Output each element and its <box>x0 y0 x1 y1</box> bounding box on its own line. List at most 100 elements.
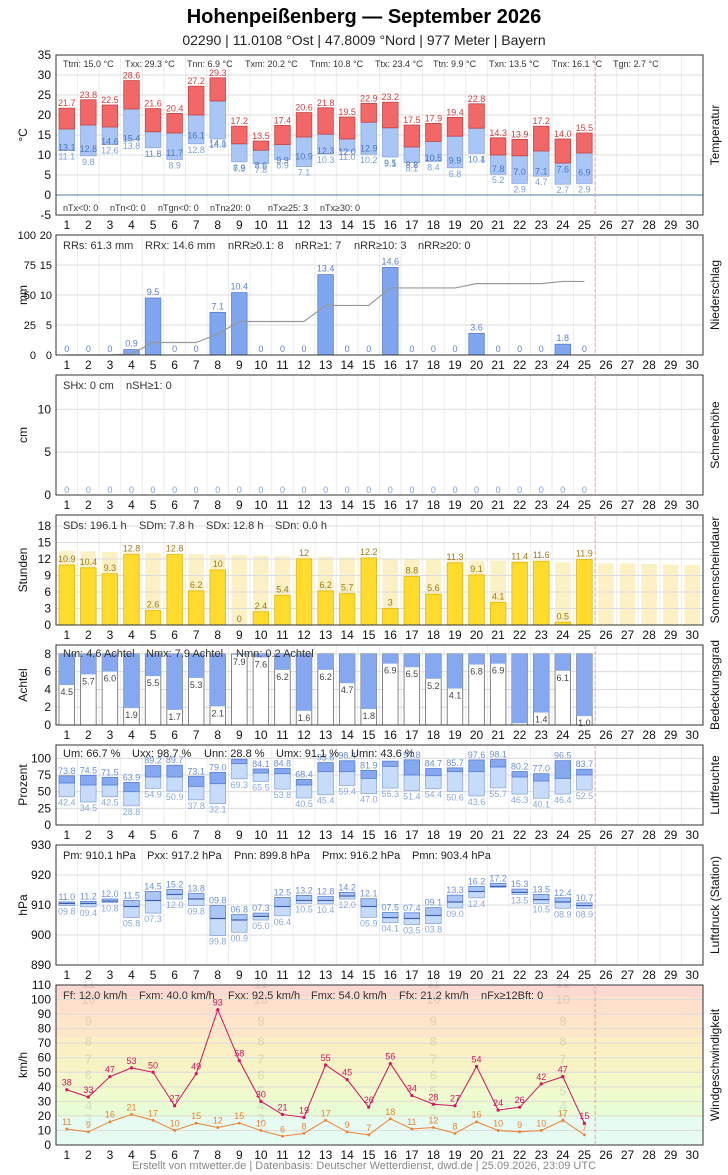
temp-max-bar <box>533 125 550 152</box>
sunshine-value-label: 2.6 <box>147 600 160 610</box>
pressure-min-bar <box>403 918 421 925</box>
sunshine-bar <box>489 602 507 626</box>
panel-stat-text: nTx<0: 0 <box>63 203 98 213</box>
wind-gust-label: 34 <box>407 1084 417 1094</box>
day-tick-label: 1 <box>63 828 70 842</box>
cloud-value-label: 4.7 <box>341 685 354 695</box>
beaufort-label: 9 <box>257 1014 264 1029</box>
pressure-max-label: 06.8 <box>231 905 249 915</box>
y-tick-label: 80 <box>38 1022 52 1036</box>
day-tick-label: 25 <box>578 358 592 372</box>
pressure-max-label: 13.3 <box>446 885 464 895</box>
humidity-min-label: 37.8 <box>187 801 205 811</box>
humidity-min-label: 40.5 <box>295 799 313 809</box>
humidity-max-bar <box>80 774 97 786</box>
day-tick-label: 4 <box>128 498 135 512</box>
pressure-min-bar <box>187 898 205 906</box>
temp-max-bar <box>576 132 593 154</box>
temp-max-label: 19.5 <box>338 107 356 117</box>
snow-value-label: 0 <box>215 485 220 495</box>
precip-value-label: 0 <box>64 344 69 354</box>
humidity-max-label: 84.7 <box>425 759 443 769</box>
day-tick-label: 13 <box>319 218 333 232</box>
day-tick-label: 29 <box>664 968 678 982</box>
humidity-max-label: 81.9 <box>360 760 378 770</box>
day-tick-label: 1 <box>63 218 70 232</box>
wind-mean-label: 9 <box>86 1120 91 1130</box>
beaufort-label: 11 <box>81 976 95 991</box>
humidity-max-bar <box>533 773 550 782</box>
y-tick-label: 25 <box>24 320 36 332</box>
temp-max-bar <box>58 107 75 130</box>
day-tick-label: 16 <box>384 1148 398 1162</box>
day-tick-label: 22 <box>513 358 527 372</box>
temp-mean-bar <box>382 127 399 158</box>
beaufort-band <box>56 1037 703 1057</box>
day-tick-label: 8 <box>214 628 221 642</box>
sunshine-bar <box>144 610 162 626</box>
day-tick-label: 27 <box>621 218 635 232</box>
humidity-max-label: 98.4 <box>338 751 356 761</box>
precip-value-label: 0 <box>539 344 544 354</box>
pressure-min-bar <box>446 901 464 909</box>
humidity-min-label: 54.4 <box>425 790 443 800</box>
cloud-cover-bar <box>296 653 312 711</box>
sunshine-bar <box>360 557 377 626</box>
wind-gust-label: 26 <box>364 1095 374 1105</box>
sunshine-value-label: 0.5 <box>557 611 570 621</box>
snow-value-label: 0 <box>517 485 522 495</box>
y-tick-label: 75 <box>38 768 52 782</box>
y-tick-label-daily: 15 <box>40 260 52 272</box>
sunshine-bar <box>425 593 442 626</box>
pressure-max-label: 13.5 <box>532 885 550 895</box>
humidity-min-bar <box>425 775 442 790</box>
temp-max-bar <box>403 124 421 148</box>
day-tick-label: 21 <box>491 628 505 642</box>
precip-value-label: 3.6 <box>470 322 483 332</box>
humidity-max-label: 97.8 <box>403 750 421 760</box>
day-tick-label: 20 <box>470 358 484 372</box>
day-tick-label: 27 <box>621 728 635 742</box>
day-tick-label: 30 <box>686 1148 700 1162</box>
panel-stat-text: nRR≥10: 3 <box>354 240 407 252</box>
y-tick-label: 6 <box>44 665 51 679</box>
pressure-max-bar <box>187 893 205 900</box>
y-axis-label: km/h <box>16 1052 30 1078</box>
beaufort-label: 3 <box>85 1111 92 1126</box>
pressure-max-label: 07.5 <box>382 903 400 913</box>
pressure-min-label: 99.8 <box>209 937 227 947</box>
pressure-max-bar <box>123 900 140 907</box>
temp-min-label: 8.1 <box>406 164 419 174</box>
panel-stat-text: Tgn: 2.7 °C <box>613 59 659 69</box>
day-tick-label: 11 <box>276 728 289 742</box>
wind-gust-label: 33 <box>83 1085 93 1095</box>
wind-gust-label: 21 <box>277 1102 287 1112</box>
snow-value-label: 0 <box>237 485 242 495</box>
day-tick-label: 3 <box>107 498 114 512</box>
humidity-min-label: 45.4 <box>317 796 335 806</box>
day-tick-label: 2 <box>85 358 92 372</box>
pressure-max-label: 14.2 <box>338 882 356 892</box>
sun-possible-bar <box>619 563 636 625</box>
cloud-cover-bar <box>188 653 204 678</box>
temp-mean-label: 12.0 <box>338 147 356 157</box>
y-tick-label: 0 <box>44 818 51 832</box>
day-tick-label: 22 <box>513 1148 527 1162</box>
day-tick-label: 5 <box>150 358 157 372</box>
day-tick-label: 29 <box>664 498 678 512</box>
pressure-max-label: 11.0 <box>58 892 75 902</box>
temp-max-label: 21.7 <box>58 98 76 108</box>
day-tick-label: 8 <box>214 358 221 372</box>
precip-value-label: 0 <box>280 344 285 354</box>
wind-mean-point <box>259 1129 263 1132</box>
wind-gust-point <box>474 1064 479 1069</box>
beaufort-label: 8 <box>430 1034 437 1049</box>
pressure-max-label: 16.2 <box>468 876 486 886</box>
day-tick-label: 17 <box>405 828 419 842</box>
sunshine-bar <box>295 558 313 626</box>
panel-stat-text: SDs: 196.1 h <box>63 520 127 532</box>
beaufort-label: 10 <box>556 992 570 1007</box>
humidity-min-label: 34.5 <box>80 803 98 813</box>
temp-max-label: 29.3 <box>209 68 227 78</box>
day-tick-label: 29 <box>664 728 678 742</box>
